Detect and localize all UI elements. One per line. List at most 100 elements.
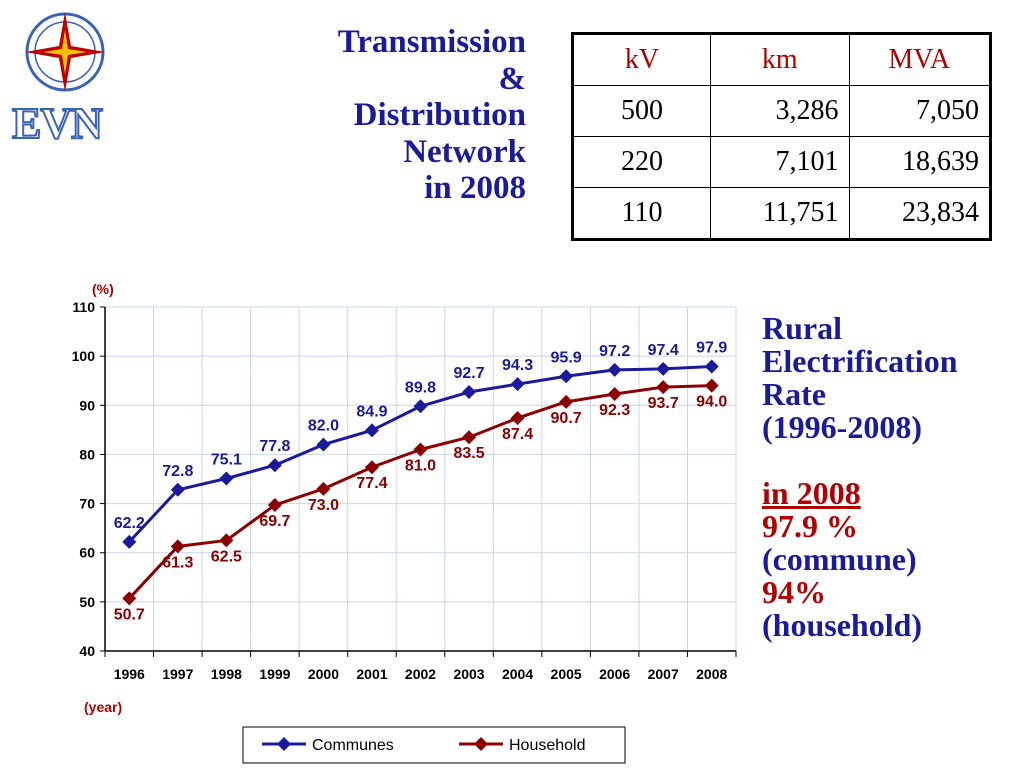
legend-box bbox=[242, 726, 626, 764]
table-row: 220 7,101 18,639 bbox=[572, 136, 992, 188]
data-label: 61.3 bbox=[162, 554, 193, 571]
summary-heading-line: Electrification bbox=[762, 343, 958, 379]
page-title: Transmission & Distribution Network in 2… bbox=[280, 24, 526, 207]
data-point bbox=[170, 539, 185, 554]
y-tick-label: 80 bbox=[79, 446, 95, 462]
data-label: 77.4 bbox=[356, 475, 387, 492]
data-point bbox=[607, 386, 622, 401]
chart-axes: 40 50 60 70 80 90 100 110 1996 1997 1998 1999 2000 20… bbox=[72, 299, 737, 682]
y-tick-label: 100 bbox=[72, 348, 96, 364]
x-tick-label: 2007 bbox=[648, 666, 679, 682]
data-label: 97.4 bbox=[648, 342, 679, 359]
data-point bbox=[462, 385, 477, 400]
summary-household-value: 94% bbox=[762, 574, 826, 610]
y-tick-label: 50 bbox=[79, 594, 95, 610]
data-label: 50.7 bbox=[114, 606, 145, 623]
summary-commune-label: (commune) bbox=[762, 541, 917, 577]
data-label: 89.8 bbox=[405, 379, 436, 396]
table-row: 500 3,286 7,050 bbox=[572, 85, 992, 137]
data-point bbox=[607, 362, 622, 377]
cell-kv: 500 bbox=[572, 85, 711, 137]
data-point bbox=[219, 471, 234, 486]
summary-heading-line: (1996-2008) bbox=[762, 409, 922, 445]
x-tick-label: 2000 bbox=[308, 666, 339, 682]
summary-commune-value: 97.9 % bbox=[762, 508, 858, 544]
data-label: 73.0 bbox=[308, 497, 339, 514]
summary-heading-line: Rural bbox=[762, 310, 842, 346]
data-label: 72.8 bbox=[162, 463, 193, 480]
plot-area bbox=[105, 307, 736, 651]
title-line: & bbox=[498, 60, 527, 97]
y-tick-label: 70 bbox=[79, 496, 95, 512]
x-tick-label: 1999 bbox=[259, 666, 290, 682]
cell-km: 7,101 bbox=[710, 136, 850, 188]
data-label: 92.7 bbox=[453, 365, 484, 382]
title-line: Network bbox=[403, 133, 526, 170]
chart-series: 62.2 72.8 75.1 77.8 82.0 84.9 89.8 92.7 94.3 95.9… bbox=[114, 339, 728, 623]
data-point bbox=[510, 377, 525, 392]
data-label: 97.9 bbox=[696, 339, 727, 356]
legend-household-marker bbox=[474, 737, 488, 751]
data-point bbox=[413, 442, 428, 457]
data-point bbox=[559, 369, 574, 384]
data-point bbox=[510, 411, 525, 426]
header-mva: MVA bbox=[848, 33, 992, 86]
cell-kv: 220 bbox=[572, 136, 711, 188]
data-label: 69.7 bbox=[259, 513, 290, 530]
title-line: Distribution bbox=[353, 97, 526, 133]
y-tick-label: 60 bbox=[79, 545, 95, 561]
data-label: 94.0 bbox=[696, 394, 727, 411]
legend-household-label: Household bbox=[509, 737, 586, 754]
y-tick-label: 110 bbox=[72, 299, 95, 315]
title-line: in 2008 bbox=[424, 170, 526, 206]
data-label: 62.5 bbox=[211, 548, 242, 565]
y-tick-label: 40 bbox=[79, 643, 95, 659]
data-point bbox=[316, 481, 331, 496]
cell-mva: 7,050 bbox=[848, 85, 992, 137]
header-km: km bbox=[710, 33, 850, 86]
data-label: 82.0 bbox=[308, 418, 339, 435]
data-point bbox=[559, 394, 574, 409]
chart-grid bbox=[105, 306, 737, 651]
summary-heading-line: Rate bbox=[762, 376, 826, 412]
cell-km: 3,286 bbox=[710, 85, 850, 137]
legend-communes-label: Communes bbox=[312, 737, 394, 754]
cell-kv: 110 bbox=[572, 187, 711, 240]
data-point bbox=[704, 359, 719, 374]
y-axis-unit: (%) bbox=[92, 281, 114, 297]
data-label: 92.3 bbox=[599, 402, 630, 419]
table-header-row: kV km MVA bbox=[572, 33, 992, 86]
data-label: 90.7 bbox=[551, 410, 582, 427]
data-label: 62.2 bbox=[114, 515, 145, 532]
x-tick-label: 2003 bbox=[453, 666, 484, 682]
x-tick-label: 1997 bbox=[162, 666, 193, 682]
chart-legend: Communes Household bbox=[242, 726, 626, 764]
data-point bbox=[122, 534, 137, 549]
data-label: 84.9 bbox=[356, 403, 387, 420]
logo-text: EVN bbox=[11, 98, 104, 149]
data-point bbox=[704, 378, 719, 393]
x-tick-label: 2001 bbox=[356, 666, 387, 682]
x-tick-label: 2004 bbox=[502, 666, 533, 682]
cell-mva: 18,639 bbox=[848, 136, 992, 188]
rate-summary: Rural Electrification Rate (1996-2008) i… bbox=[762, 312, 957, 642]
data-label: 75.1 bbox=[211, 452, 242, 469]
data-label: 83.5 bbox=[453, 445, 484, 462]
data-point bbox=[122, 591, 137, 606]
data-label: 87.4 bbox=[502, 426, 533, 443]
data-label: 97.2 bbox=[599, 343, 630, 360]
data-point bbox=[364, 460, 379, 475]
electrification-chart: 40 50 60 70 80 90 100 110 1996 1997 1998 1999 2000 20… bbox=[72, 281, 737, 764]
data-point bbox=[316, 437, 331, 452]
summary-household-label: (household) bbox=[762, 607, 923, 643]
data-point bbox=[656, 361, 671, 376]
legend-communes-marker bbox=[277, 737, 291, 751]
data-label: 94.3 bbox=[502, 357, 533, 374]
data-point bbox=[267, 498, 282, 513]
data-point bbox=[219, 533, 234, 548]
header-kv: kV bbox=[572, 33, 711, 86]
data-label: 77.8 bbox=[259, 438, 290, 455]
data-point bbox=[656, 380, 671, 395]
x-tick-label: 2006 bbox=[599, 666, 630, 682]
data-label: 95.9 bbox=[551, 349, 582, 366]
